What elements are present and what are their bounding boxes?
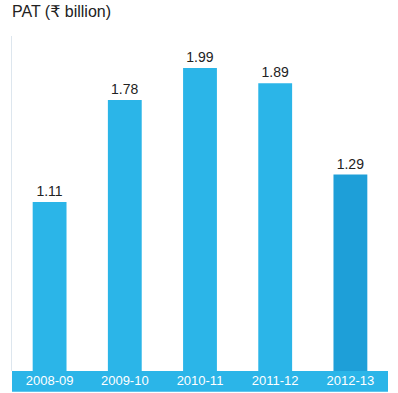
svg-text:1.99: 1.99 — [186, 49, 213, 65]
svg-text:1.89: 1.89 — [261, 64, 288, 80]
svg-text:2009-10: 2009-10 — [101, 373, 149, 388]
svg-text:2008-09: 2008-09 — [26, 373, 74, 388]
svg-text:PAT (₹ billion): PAT (₹ billion) — [12, 3, 111, 20]
svg-text:2010-11: 2010-11 — [177, 373, 224, 388]
svg-text:2012-13: 2012-13 — [327, 373, 375, 388]
svg-text:2011-12: 2011-12 — [252, 373, 299, 388]
svg-text:1.11: 1.11 — [36, 183, 62, 199]
svg-text:1.29: 1.29 — [337, 156, 364, 172]
svg-text:1.78: 1.78 — [111, 81, 138, 97]
